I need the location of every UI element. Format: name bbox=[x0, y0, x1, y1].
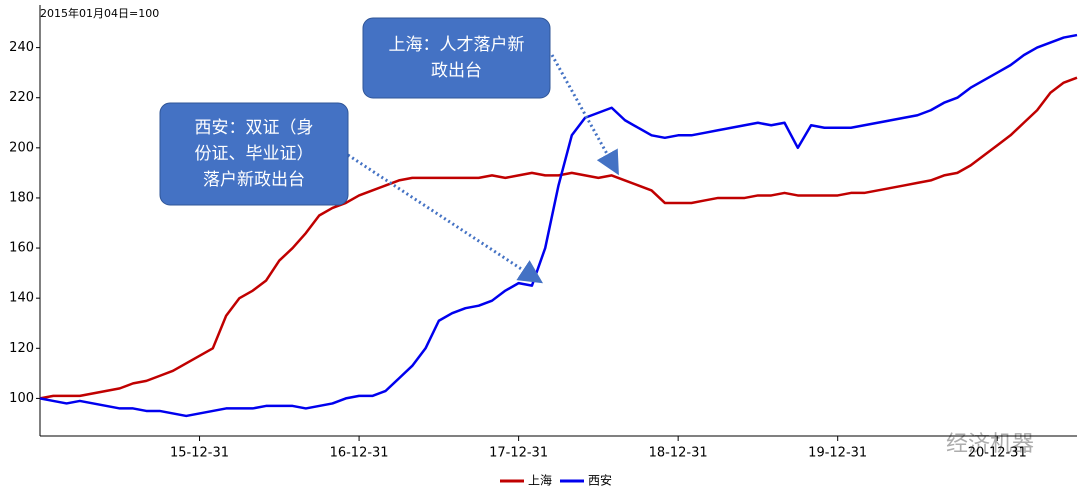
annotation-arrow bbox=[347, 153, 544, 284]
series-line bbox=[39, 33, 1078, 418]
y-tick-label: 120 bbox=[9, 341, 34, 356]
y-tick-label: 140 bbox=[9, 291, 34, 306]
annotation-text: 份证、毕业证） bbox=[195, 144, 314, 164]
annotation-box bbox=[362, 17, 551, 99]
y-tick-label: 200 bbox=[9, 140, 34, 155]
annotation-arrow bbox=[550, 54, 619, 176]
y-tick-label: 220 bbox=[9, 90, 34, 105]
y-tick-label: 180 bbox=[9, 190, 34, 205]
legend-label: 西安 bbox=[588, 473, 612, 488]
x-tick-label: 16-12-31 bbox=[330, 446, 389, 461]
x-tick-label: 18-12-31 bbox=[649, 446, 708, 461]
y-tick-label: 100 bbox=[9, 391, 34, 406]
annotation-text: 西安：双证（身 bbox=[195, 118, 314, 138]
chart-subtitle: 2015年01月04日=100 bbox=[40, 6, 159, 20]
legend-label: 上海 bbox=[528, 473, 552, 488]
annotation-text: 上海：人才落户新 bbox=[389, 35, 525, 55]
y-tick-label: 160 bbox=[9, 241, 34, 256]
annotation-box bbox=[159, 102, 349, 206]
annotation-text: 落户新政出台 bbox=[203, 170, 305, 190]
x-tick-label: 19-12-31 bbox=[808, 446, 867, 461]
x-tick-label: 20-12-31 bbox=[968, 446, 1027, 461]
annotation-text: 政出台 bbox=[431, 61, 482, 81]
series-line bbox=[39, 76, 1078, 400]
x-tick-label: 17-12-31 bbox=[489, 446, 548, 461]
y-tick-label: 240 bbox=[9, 40, 34, 55]
x-tick-label: 15-12-31 bbox=[170, 446, 229, 461]
